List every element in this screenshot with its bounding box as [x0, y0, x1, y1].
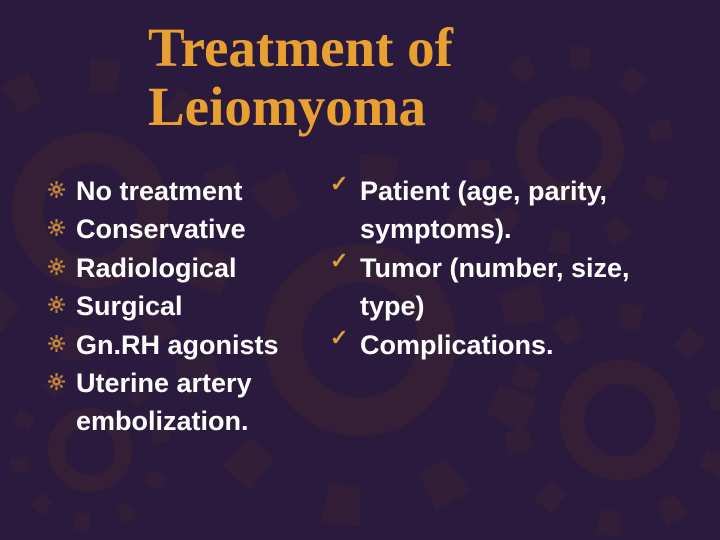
check-bullet-icon: ✓ [330, 250, 358, 272]
gear-bullet-icon [48, 365, 76, 390]
list-item: ✓type) [330, 288, 672, 324]
check-bullet-icon: ✓ [330, 327, 358, 349]
title-line-1: Treatment of [148, 18, 672, 77]
list-item-text: Gn.RH agonists [76, 327, 338, 363]
body-columns: No treatment Conservative Radiological S… [48, 173, 672, 442]
list-item: ✓Patient (age, parity, [330, 173, 672, 209]
list-item: embolization. [48, 403, 338, 439]
list-item-text: Complications. [358, 327, 672, 363]
slide-title: Treatment of Leiomyoma [148, 18, 672, 137]
title-line-2: Leiomyoma [148, 77, 672, 136]
list-item: ✓symptoms). [330, 211, 672, 247]
list-item-text: Surgical [76, 288, 338, 324]
left-column: No treatment Conservative Radiological S… [48, 173, 338, 442]
list-item: No treatment [48, 173, 338, 209]
list-item-text: embolization. [76, 403, 338, 439]
list-item: Radiological [48, 250, 338, 286]
list-item: Surgical [48, 288, 338, 324]
list-item: Uterine artery [48, 365, 338, 401]
gear-bullet-icon [48, 250, 76, 275]
list-item-text: No treatment [76, 173, 338, 209]
list-item: ✓Complications. [330, 327, 672, 363]
list-item: ✓Tumor (number, size, [330, 250, 672, 286]
list-item-text: Patient (age, parity, [358, 173, 672, 209]
list-item: Gn.RH agonists [48, 327, 338, 363]
list-item-text: Radiological [76, 250, 338, 286]
gear-bullet-icon [48, 173, 76, 198]
gear-bullet-icon [48, 211, 76, 236]
check-bullet-icon: ✓ [330, 173, 358, 195]
gear-bullet-icon [48, 288, 76, 313]
list-item-text: type) [358, 288, 672, 324]
list-item-text: Uterine artery [76, 365, 338, 401]
list-item-text: symptoms). [358, 211, 672, 247]
list-item-text: Tumor (number, size, [358, 250, 672, 286]
list-item: Conservative [48, 211, 338, 247]
list-item-text: Conservative [76, 211, 338, 247]
gear-bullet-icon [48, 327, 76, 352]
slide-content: Treatment of Leiomyoma No treatment Cons… [0, 0, 720, 540]
right-column: ✓Patient (age, parity,✓symptoms).✓Tumor … [338, 173, 672, 442]
